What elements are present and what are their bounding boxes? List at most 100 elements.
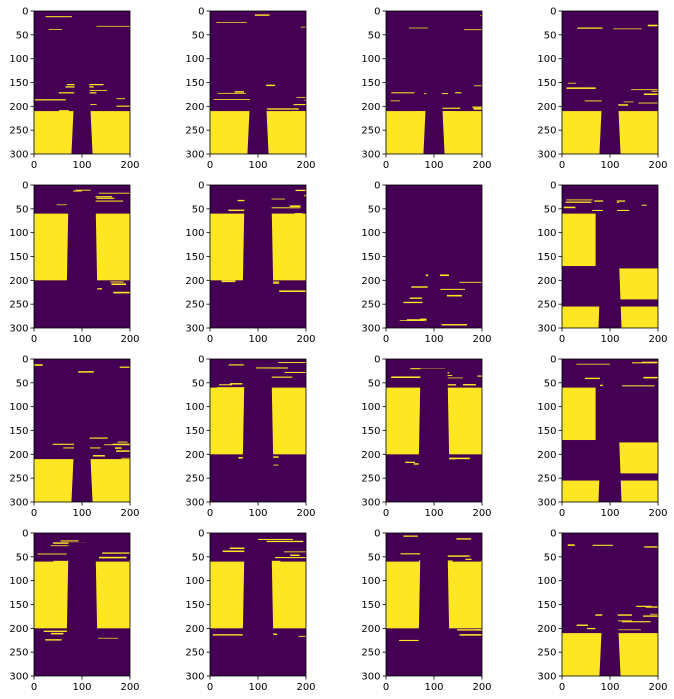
mask-region xyxy=(473,108,482,110)
y-tick-label: 250 xyxy=(185,300,204,311)
mask-region xyxy=(651,90,658,92)
x-tick-label: 0 xyxy=(207,508,213,519)
x-tick-label: 100 xyxy=(248,682,267,693)
mask-region xyxy=(614,442,658,474)
mask-image xyxy=(562,11,658,154)
mask-region xyxy=(566,199,593,201)
mask-region xyxy=(51,632,64,635)
mask-region xyxy=(427,288,466,290)
y-tick-label: 300 xyxy=(537,324,556,335)
mask-region xyxy=(480,560,482,562)
figure-silhouette xyxy=(66,542,98,643)
y-tick-label: 50 xyxy=(16,378,29,389)
y-tick-label: 100 xyxy=(185,228,204,239)
y-tick-label: 150 xyxy=(537,426,556,437)
y-tick-label: 50 xyxy=(192,204,205,215)
mask-region xyxy=(563,206,576,209)
mask-region xyxy=(75,189,91,191)
mask-region xyxy=(391,92,415,94)
mask-region xyxy=(459,634,482,636)
mask-region xyxy=(431,107,461,109)
mask-region xyxy=(650,113,658,115)
mask-region xyxy=(391,376,424,379)
y-tick-label: 50 xyxy=(192,552,205,563)
mask-region xyxy=(102,552,130,554)
mask-region xyxy=(92,455,105,457)
y-tick-label: 200 xyxy=(361,102,380,113)
y-tick-label: 50 xyxy=(16,552,29,563)
y-tick-label: 200 xyxy=(185,102,204,113)
mask-image xyxy=(210,11,306,154)
y-tick-label: 200 xyxy=(537,450,556,461)
x-tick-label: 100 xyxy=(72,508,91,519)
y-tick-label: 50 xyxy=(368,30,381,41)
y-tick-label: 100 xyxy=(361,576,380,587)
mask-region xyxy=(622,621,651,623)
mask-region xyxy=(88,437,108,439)
mask-region xyxy=(464,29,482,31)
y-tick-label: 250 xyxy=(361,300,380,311)
mask-region xyxy=(641,204,647,206)
x-tick-label: 100 xyxy=(424,508,443,519)
mask-region xyxy=(442,457,470,460)
x-tick-label: 100 xyxy=(600,508,619,519)
y-tick-label: 0 xyxy=(550,7,556,18)
y-tick-label: 250 xyxy=(9,648,28,659)
y-tick-label: 250 xyxy=(185,648,204,659)
y-tick-label: 50 xyxy=(368,204,381,215)
mask-region xyxy=(266,84,276,87)
mask-region xyxy=(116,450,130,452)
mask-region xyxy=(43,630,73,632)
y-tick-label: 50 xyxy=(544,552,557,563)
y-tick-label: 0 xyxy=(374,355,380,366)
x-tick-label: 200 xyxy=(472,508,491,519)
y-tick-label: 50 xyxy=(544,204,557,215)
x-tick-label: 0 xyxy=(559,334,565,345)
y-tick-label: 50 xyxy=(544,30,557,41)
mask-region xyxy=(45,16,72,18)
y-tick-label: 100 xyxy=(537,402,556,413)
y-tick-label: 300 xyxy=(185,498,204,509)
mask-image xyxy=(210,533,306,676)
mask-region xyxy=(300,26,306,28)
mask-region xyxy=(49,112,88,114)
x-tick-label: 200 xyxy=(296,160,315,171)
x-tick-label: 0 xyxy=(207,682,213,693)
mask-region xyxy=(213,99,252,100)
figure-silhouette xyxy=(66,194,98,295)
mask-region xyxy=(567,82,577,84)
mask-image xyxy=(34,359,130,502)
mask-image xyxy=(562,533,658,676)
x-tick-label: 100 xyxy=(72,334,91,345)
figure-silhouette xyxy=(71,359,93,502)
x-tick-label: 100 xyxy=(424,334,443,345)
mask-region xyxy=(434,324,467,326)
mask-region xyxy=(567,544,575,546)
mask-region xyxy=(216,21,247,23)
mask-region xyxy=(254,14,270,16)
y-tick-label: 0 xyxy=(550,529,556,540)
mask-image xyxy=(562,185,658,328)
mask-region xyxy=(229,383,243,385)
y-tick-label: 150 xyxy=(537,600,556,611)
mask-region xyxy=(592,544,613,546)
figure-silhouette xyxy=(242,368,274,469)
mask-region xyxy=(263,207,301,209)
mask-region xyxy=(115,447,122,449)
y-tick-label: 250 xyxy=(537,300,556,311)
mask-region xyxy=(278,362,306,364)
mask-region xyxy=(445,375,453,376)
mask-region xyxy=(112,443,130,446)
y-tick-label: 300 xyxy=(361,498,380,509)
figure-silhouette xyxy=(242,542,274,643)
mask-region xyxy=(411,286,435,288)
mask-region xyxy=(296,96,306,98)
